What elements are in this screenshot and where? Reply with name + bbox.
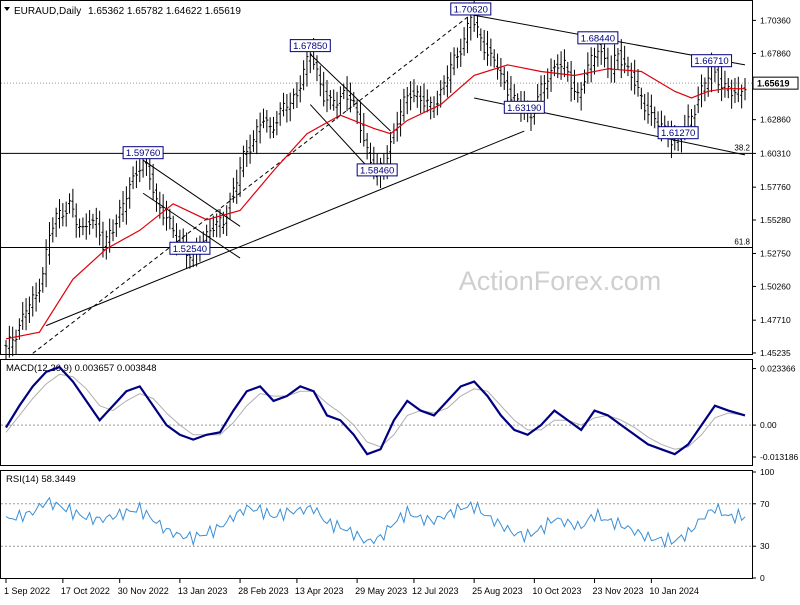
- swing-label-text: 1.70620: [454, 4, 488, 15]
- fib-level-label: 38.2: [734, 143, 750, 152]
- date-tick-label: 23 Nov 2023: [593, 586, 644, 596]
- rsi-tick-label: 0: [760, 573, 765, 583]
- trendline-layer: [32, 14, 746, 354]
- rsi-layer: 100 70 30 0: [1, 467, 774, 583]
- swing-label-box: [691, 54, 733, 68]
- swing-label-text: 1.58460: [360, 165, 394, 176]
- swing-label-box: [503, 100, 545, 114]
- macd-tick-label: -0.013186: [760, 452, 799, 462]
- trendline: [45, 130, 525, 327]
- chart-title: EURAUD,Daily: [14, 6, 81, 17]
- swing-label-box: [356, 163, 398, 177]
- dropdown-arrow-icon: [4, 7, 10, 11]
- swing-label-box: [169, 241, 211, 255]
- price-tick-label: 1.55280: [760, 215, 791, 225]
- date-tick-label: 10 Jan 2024: [649, 586, 699, 596]
- date-tick-label: 29 May 2023: [355, 586, 407, 596]
- macd-panel-frame: [0, 359, 753, 466]
- rsi-panel-frame: [0, 470, 753, 579]
- macd-tick-label: 0.00: [760, 420, 777, 430]
- swing-label-box: [450, 2, 492, 16]
- date-tick-label: 25 Aug 2023: [472, 586, 523, 596]
- price-tick-label: 1.70360: [760, 15, 791, 25]
- trendline: [32, 14, 472, 354]
- swing-label-text: 1.61270: [661, 128, 695, 139]
- watermark: ActionForex.com: [459, 266, 662, 296]
- macd-signal-line: [5, 373, 746, 450]
- price-tick-label: 1.50260: [760, 281, 791, 291]
- swing-label-box: [122, 146, 164, 160]
- macd-layer: 0.023366 0.00 -0.013186: [1, 364, 799, 462]
- rsi-tick-label: 30: [760, 541, 770, 551]
- swing-label-text: 1.66710: [694, 56, 728, 67]
- axis-layer: 1.703601.678601.653601.628601.603101.577…: [4, 15, 799, 596]
- swing-label-text: 1.68440: [581, 33, 615, 44]
- rsi-line: [5, 496, 746, 549]
- date-tick-label: 12 Jul 2023: [412, 586, 459, 596]
- price-tick-label: 1.60310: [760, 148, 791, 158]
- date-tick-label: 13 Apr 2023: [295, 586, 344, 596]
- date-tick-label: 30 Nov 2022: [118, 586, 169, 596]
- swing-label-text: 1.59760: [126, 148, 160, 159]
- swing-label-text: 1.67850: [293, 41, 327, 52]
- price-layer: [4, 0, 747, 360]
- date-tick-label: 17 Oct 2022: [61, 586, 110, 596]
- swing-label-box: [289, 39, 331, 53]
- ohlc-values: 1.65362 1.65782 1.64622 1.65619: [88, 6, 241, 17]
- macd-line: [5, 365, 746, 456]
- price-tick-label: 1.62860: [760, 115, 791, 125]
- date-tick-label: 1 Sep 2022: [4, 586, 50, 596]
- price-tick-label: 1.57760: [760, 182, 791, 192]
- price-panel-frame: [0, 0, 753, 355]
- rsi-tick-label: 100: [760, 467, 774, 477]
- price-tick-label: 1.67860: [760, 48, 791, 58]
- fib-level-label: 61.8: [734, 238, 750, 247]
- price-tick-label: 1.47710: [760, 315, 791, 325]
- rsi-tick-label: 70: [760, 499, 770, 509]
- date-tick-label: 10 Oct 2023: [532, 586, 581, 596]
- rsi-label: RSI(14) 58.3449: [6, 474, 76, 485]
- swing-label-box: [577, 31, 619, 45]
- swing-label-text: 1.63190: [507, 103, 541, 114]
- date-tick-label: 28 Feb 2023: [238, 586, 289, 596]
- macd-label: MACD(12,26,9) 0.003657 0.003848: [6, 363, 157, 374]
- swing-label-box: [657, 126, 699, 140]
- swing-label-text: 1.52540: [173, 244, 207, 255]
- macd-tick-label: 0.023366: [760, 364, 796, 374]
- price-tick-label: 1.45235: [760, 348, 791, 358]
- annotation-layer: 1.59760 1.52540 1.67850 1.58460 1.70620 1.631…: [122, 2, 733, 255]
- moving-average-line: [5, 64, 745, 340]
- last-price-tag: [752, 76, 799, 90]
- date-tick-label: 13 Jan 2023: [178, 586, 228, 596]
- last-price-tag-label: 1.65619: [757, 79, 790, 89]
- price-tick-label: 1.52750: [760, 248, 791, 258]
